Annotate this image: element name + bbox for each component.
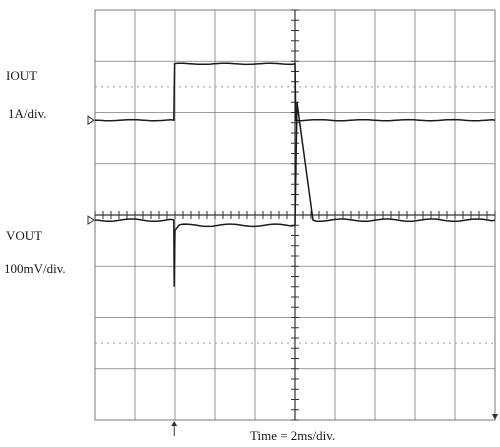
ch2-name-label: VOUT bbox=[6, 228, 43, 243]
trace-iout bbox=[95, 62, 496, 122]
ch2-scale-label: 100mV/div. bbox=[4, 261, 66, 276]
channel-marker-left bbox=[87, 215, 95, 226]
channel-marker-left bbox=[87, 115, 95, 126]
trigger-arrow bbox=[171, 421, 178, 426]
timebase-label: Time = 2ms/div. bbox=[250, 428, 336, 443]
right-edge-marker bbox=[492, 414, 498, 420]
trace-vout bbox=[95, 102, 496, 287]
ch1-name-label: IOUT bbox=[6, 68, 38, 83]
trigger-markers bbox=[87, 115, 498, 436]
waveform-traces bbox=[95, 62, 496, 287]
ch1-scale-label: 1A/div. bbox=[8, 106, 47, 121]
